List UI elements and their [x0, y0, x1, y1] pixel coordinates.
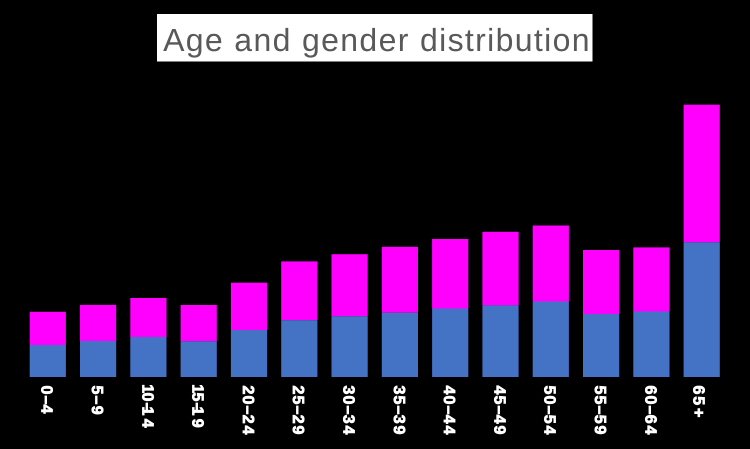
svg-text:65+: 65+	[690, 386, 707, 418]
svg-text:10–14: 10–14	[138, 384, 155, 428]
svg-text:45–49: 45–49	[490, 386, 507, 435]
svg-text:55–59: 55–59	[591, 386, 608, 435]
svg-text:15–19: 15–19	[189, 384, 206, 428]
svg-text:5–9: 5–9	[88, 386, 105, 415]
svg-text:0–4: 0–4	[38, 386, 55, 414]
svg-text:60–64: 60–64	[641, 386, 658, 435]
svg-text:35–39: 35–39	[390, 386, 407, 435]
svg-text:25–29: 25–29	[289, 386, 306, 435]
svg-text:20–24: 20–24	[239, 386, 256, 435]
svg-text:Age and gender distribution: Age and gender distribution	[163, 22, 591, 58]
svg-text:30–34: 30–34	[340, 386, 357, 435]
svg-text:40–44: 40–44	[440, 386, 457, 435]
svg-text:50–54: 50–54	[541, 386, 558, 435]
